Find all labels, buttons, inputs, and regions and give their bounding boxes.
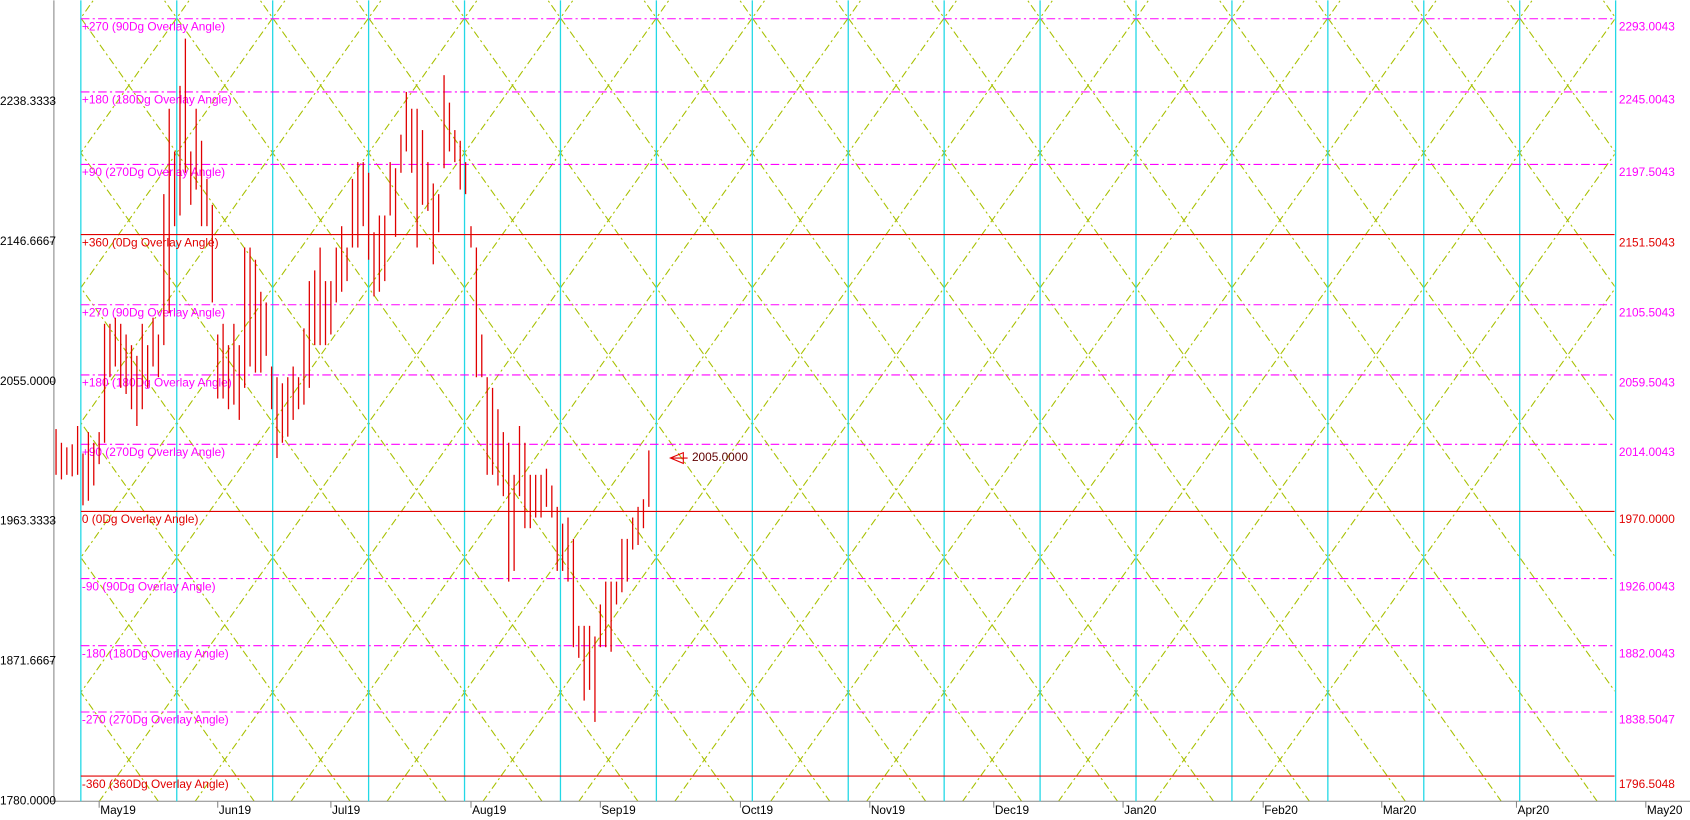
level-name: +360 (0Dg Overlay Angle) bbox=[82, 235, 219, 249]
diagonal bbox=[80, 421, 351, 802]
x-tick-label: Jan20 bbox=[1124, 803, 1157, 817]
x-tick-label: Oct19 bbox=[742, 803, 774, 817]
diagonal bbox=[80, 556, 255, 802]
diagonal bbox=[80, 151, 543, 802]
diagonal bbox=[290, 0, 862, 802]
diagonal bbox=[1249, 288, 1615, 802]
level-price: 2245.0043 bbox=[1619, 93, 1675, 107]
y-tick-label: 1963.3333 bbox=[0, 514, 56, 528]
diagonal bbox=[451, 0, 1023, 802]
level-name: -360 (360Dg Overlay Angle) bbox=[82, 777, 229, 791]
diagonal bbox=[1153, 153, 1615, 802]
x-tick-label: Sep19 bbox=[601, 803, 636, 817]
x-tick-label: Jun19 bbox=[219, 803, 252, 817]
diagonal bbox=[80, 16, 639, 802]
diagonal bbox=[1057, 18, 1615, 802]
level-price: 1970.0000 bbox=[1619, 512, 1675, 526]
level-price: 2059.5043 bbox=[1619, 376, 1675, 390]
level-price: 1796.5048 bbox=[1619, 777, 1675, 791]
diagonal bbox=[739, 0, 1311, 802]
level-price: 2293.0043 bbox=[1619, 19, 1675, 33]
last-price-label: 2005.0000 bbox=[692, 450, 748, 464]
diagonal bbox=[355, 0, 927, 802]
diagonal bbox=[1026, 0, 1598, 802]
diagonal bbox=[643, 0, 1215, 802]
x-tick-label: Feb20 bbox=[1264, 803, 1298, 817]
x-tick-label: Dec19 bbox=[995, 803, 1030, 817]
level-name: -90 (90Dg Overlay Angle) bbox=[82, 579, 216, 593]
diagonal bbox=[98, 0, 670, 802]
x-tick-label: May20 bbox=[1647, 803, 1683, 817]
y-tick-label: 2055.0000 bbox=[0, 374, 56, 388]
level-name: -270 (270Dg Overlay Angle) bbox=[82, 713, 229, 727]
level-name: +270 (90Dg Overlay Angle) bbox=[82, 19, 225, 33]
level-name: +90 (270Dg Overlay Angle) bbox=[82, 165, 225, 179]
diagonal bbox=[80, 691, 159, 802]
level-price: 2197.5043 bbox=[1619, 165, 1675, 179]
diagonal bbox=[578, 0, 1150, 802]
level-name: 0 (0Dg Overlay Angle) bbox=[82, 512, 199, 526]
x-tick-label: Apr20 bbox=[1518, 803, 1550, 817]
x-tick-label: Jul19 bbox=[332, 803, 361, 817]
level-name: +180 (180Dg Overlay Angle) bbox=[82, 376, 232, 390]
level-price: 2105.5043 bbox=[1619, 305, 1675, 319]
diagonal bbox=[80, 286, 447, 802]
x-tick-label: Mar20 bbox=[1383, 803, 1417, 817]
y-tick-label: 1780.0000 bbox=[0, 793, 56, 807]
diagonal bbox=[194, 0, 766, 802]
diagonal bbox=[770, 0, 1341, 802]
x-tick-label: Nov19 bbox=[871, 803, 906, 817]
y-tick-label: 2238.3333 bbox=[0, 94, 56, 108]
level-name: +90 (270Dg Overlay Angle) bbox=[82, 445, 225, 459]
last-price-marker bbox=[668, 451, 688, 465]
level-name: +270 (90Dg Overlay Angle) bbox=[82, 305, 225, 319]
x-tick-label: Aug19 bbox=[472, 803, 507, 817]
x-tick-label: May19 bbox=[100, 803, 136, 817]
diagonal bbox=[259, 0, 831, 802]
diagonal bbox=[866, 0, 1437, 802]
diagonal bbox=[163, 0, 735, 802]
diagonal bbox=[386, 0, 958, 802]
diagonal bbox=[931, 0, 1502, 802]
diagonal bbox=[547, 0, 1119, 802]
level-name: +180 (180Dg Overlay Angle) bbox=[82, 93, 232, 107]
y-tick-label: 2146.6667 bbox=[0, 234, 56, 248]
diagonal bbox=[961, 0, 1533, 802]
diagonal bbox=[835, 0, 1406, 802]
level-price: 1926.0043 bbox=[1619, 579, 1675, 593]
level-price: 2014.0043 bbox=[1619, 445, 1675, 459]
diagonal bbox=[674, 0, 1246, 802]
diagonal bbox=[482, 0, 1054, 802]
y-tick-label: 1871.6667 bbox=[0, 654, 56, 668]
level-name: -180 (180Dg Overlay Angle) bbox=[82, 646, 229, 660]
level-price: 1838.5047 bbox=[1619, 713, 1675, 727]
level-price: 2151.5043 bbox=[1619, 235, 1675, 249]
level-price: 1882.0043 bbox=[1619, 646, 1675, 660]
